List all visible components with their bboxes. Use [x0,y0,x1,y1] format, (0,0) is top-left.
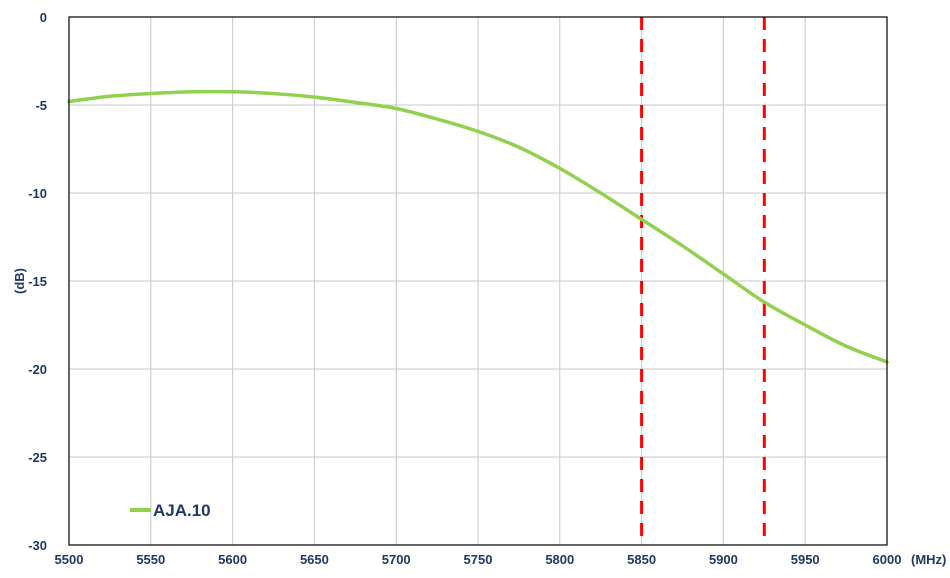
reference-lines [640,17,766,545]
y-tick-label: -10 [28,186,47,201]
x-axis-label: (MHz) [911,552,946,567]
y-tick-labels: 0 -5 -10 -15 -20 -25 -30 [28,10,47,553]
x-tick-label: 6000 [873,552,902,567]
x-tick-label: 5500 [55,552,84,567]
legend-label-aja10: AJA.10 [153,501,211,520]
y-tick-label: -25 [28,450,47,465]
x-tick-label: 5900 [709,552,738,567]
x-tick-label: 5700 [382,552,411,567]
x-tick-label: 5950 [791,552,820,567]
x-tick-label: 5550 [136,552,165,567]
x-tick-label: 5800 [545,552,574,567]
y-tick-label: 0 [40,10,47,25]
legend: AJA.10 [130,501,211,520]
plot-frame [68,16,888,546]
x-tick-label: 5600 [218,552,247,567]
x-tick-labels: 5500 5550 5600 5650 5700 5750 5800 5850 5900 5950… [55,552,902,567]
y-tick-label: -20 [28,362,47,377]
x-tick-label: 5750 [464,552,493,567]
y-axis-label: (dB) [12,268,27,294]
y-tick-label: -30 [28,538,47,553]
series-line [67,89,889,364]
x-tick-label: 5850 [627,552,656,567]
series-lines [67,89,889,364]
x-tick-label: 5650 [300,552,329,567]
y-tick-label: -15 [28,274,47,289]
y-tick-label: -5 [35,98,47,113]
